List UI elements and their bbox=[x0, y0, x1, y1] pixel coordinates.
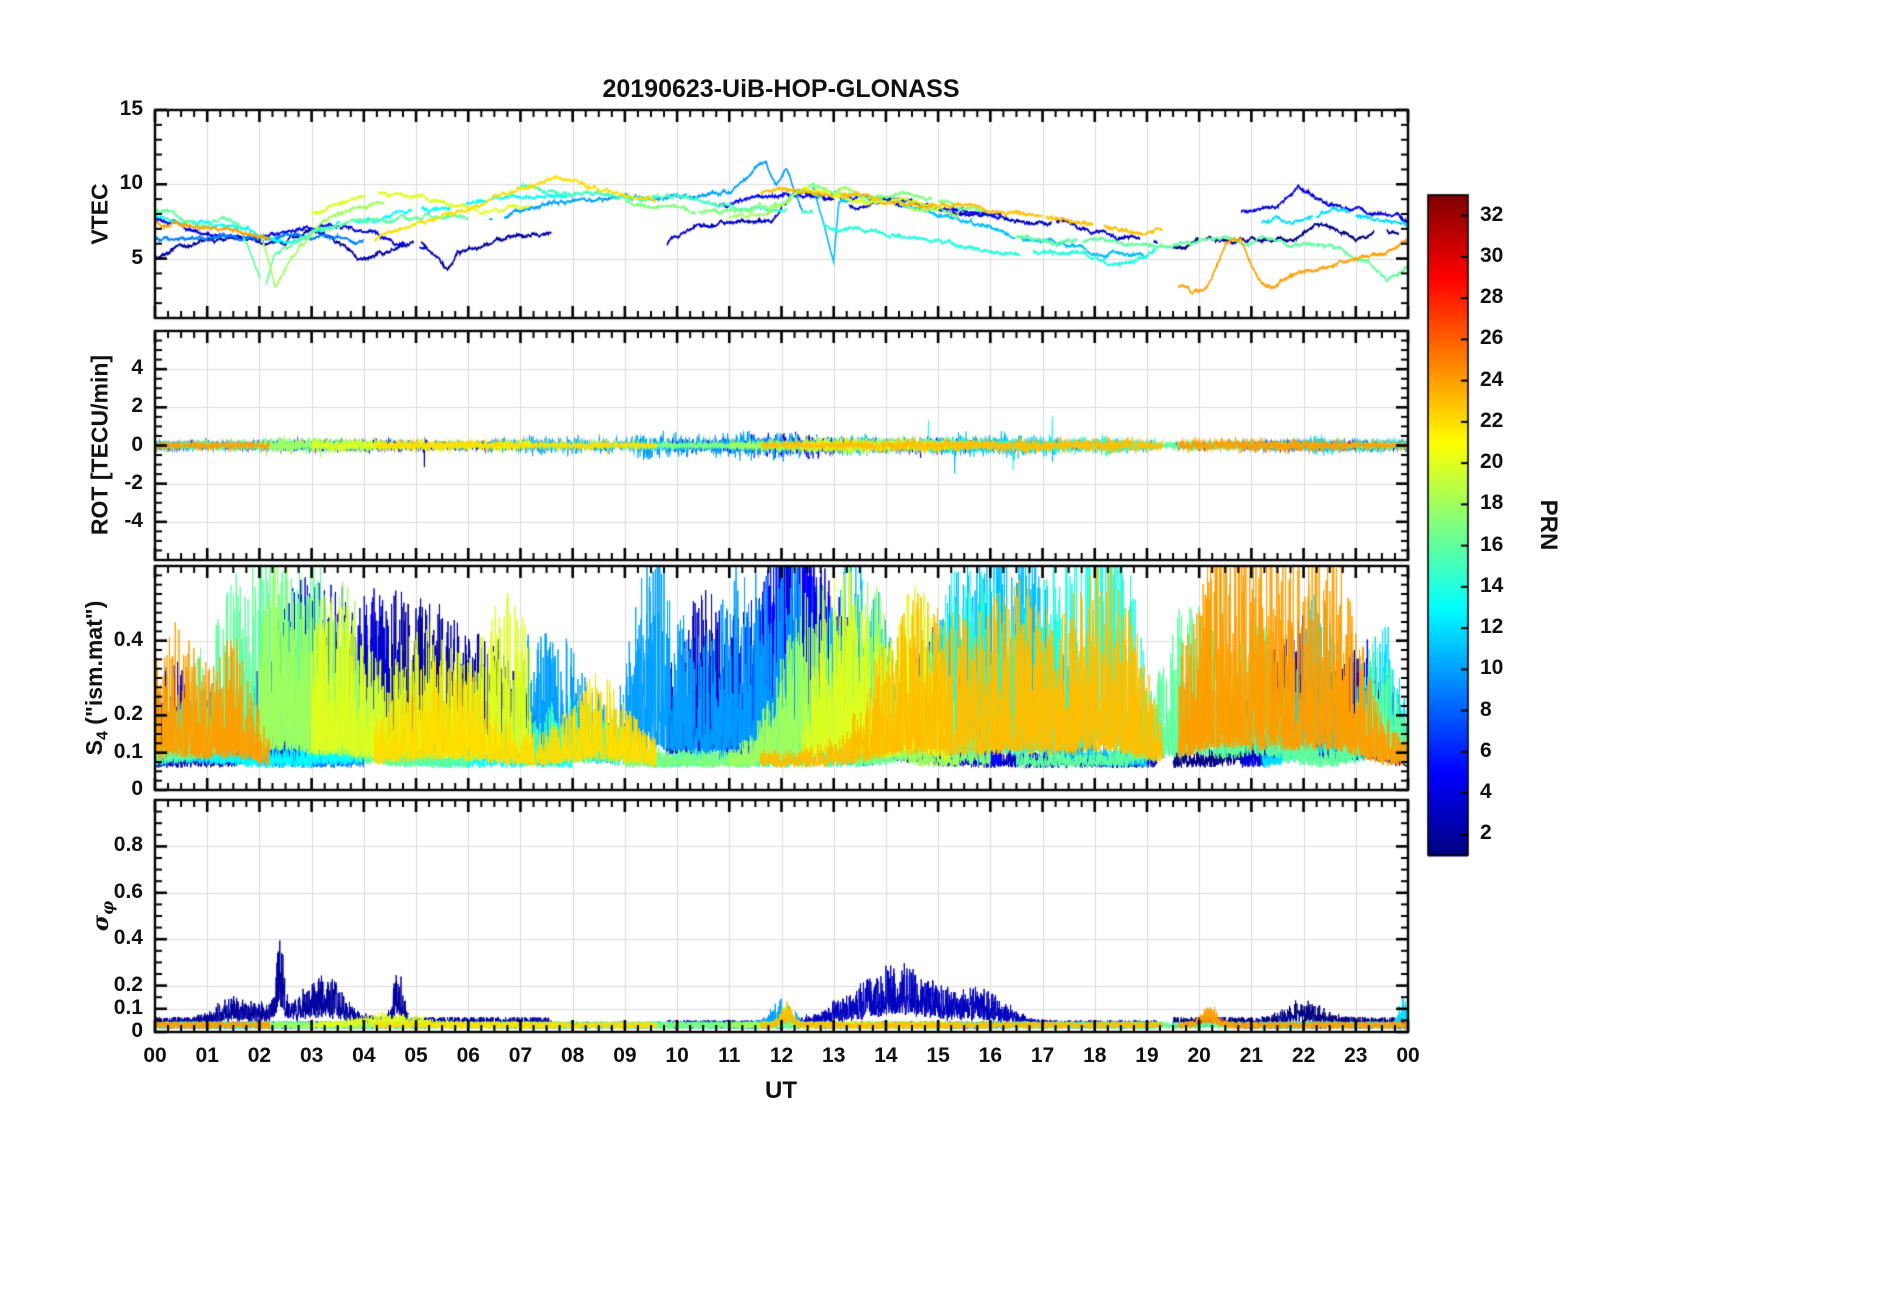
colorbar-tick-label: 8 bbox=[1480, 697, 1492, 721]
y-tick-label: 0.4 bbox=[113, 627, 143, 651]
colorbar-tick-label: 24 bbox=[1480, 367, 1504, 391]
x-tick-label: 01 bbox=[195, 1044, 219, 1067]
colorbar-tick-label: 32 bbox=[1480, 202, 1504, 226]
y-tick-label: 0.8 bbox=[113, 833, 143, 857]
chart-title: 20190623-UiB-HOP-GLONASS bbox=[602, 75, 960, 103]
colorbar-label: PRN bbox=[1535, 499, 1563, 551]
colorbar-tick-label: 4 bbox=[1480, 780, 1492, 804]
colorbar-tick-label: 28 bbox=[1480, 285, 1504, 309]
x-tick-label: 20 bbox=[1187, 1044, 1211, 1067]
y-tick-label: 4 bbox=[131, 356, 143, 380]
ylabel-s4: S4 ("ism.mat") bbox=[80, 600, 112, 756]
x-axis-label: UT bbox=[765, 1077, 797, 1104]
x-tick-label: 03 bbox=[299, 1044, 324, 1067]
x-tick-label: 15 bbox=[926, 1044, 950, 1067]
y-tick-label: 0.2 bbox=[113, 702, 143, 726]
y-tick-label: 0.6 bbox=[113, 879, 143, 903]
colorbar-tick-label: 20 bbox=[1480, 450, 1504, 474]
colorbar-tick-label: 14 bbox=[1480, 573, 1504, 597]
y-tick-label: 15 bbox=[119, 97, 143, 120]
x-tick-label: 07 bbox=[508, 1044, 533, 1067]
x-tick-label: 18 bbox=[1083, 1044, 1107, 1067]
x-tick-label: 17 bbox=[1030, 1044, 1055, 1067]
y-tick-label: 0.1 bbox=[113, 995, 143, 1019]
x-tick-label: 11 bbox=[718, 1044, 741, 1067]
y-tick-label: 0.2 bbox=[113, 972, 143, 996]
colorbar-tick-label: 26 bbox=[1480, 326, 1504, 350]
y-tick-label: 0 bbox=[131, 777, 143, 800]
colorbar-tick-label: 12 bbox=[1480, 615, 1504, 639]
y-tick-label: 0.4 bbox=[113, 926, 143, 950]
colorbar-tick-label: 10 bbox=[1480, 656, 1504, 680]
colorbar-tick-label: 6 bbox=[1480, 738, 1492, 762]
x-tick-label: 04 bbox=[352, 1044, 376, 1067]
x-tick-label: 12 bbox=[769, 1044, 794, 1067]
x-tick-label: 06 bbox=[456, 1044, 480, 1067]
y-tick-label: 0 bbox=[131, 432, 143, 456]
y-tick-label: 2 bbox=[131, 394, 143, 418]
x-tick-label: 10 bbox=[665, 1044, 689, 1067]
x-tick-label: 00 bbox=[143, 1044, 167, 1067]
colorbar-tick-label: 30 bbox=[1480, 243, 1504, 267]
y-tick-label: 0.1 bbox=[113, 739, 143, 763]
y-tick-label: -2 bbox=[124, 470, 143, 494]
y-tick-label: 5 bbox=[131, 245, 143, 269]
x-tick-label: 08 bbox=[560, 1044, 585, 1067]
y-tick-label: -4 bbox=[124, 508, 143, 532]
x-tick-label: 13 bbox=[822, 1044, 846, 1067]
x-tick-label: 22 bbox=[1291, 1044, 1316, 1067]
x-tick-label: 14 bbox=[874, 1044, 898, 1067]
x-tick-label: 05 bbox=[404, 1044, 428, 1067]
y-tick-label: 0 bbox=[131, 1019, 143, 1042]
x-tick-label: 21 bbox=[1239, 1044, 1264, 1067]
colorbar-tick-label: 2 bbox=[1480, 821, 1492, 845]
x-tick-label: 00 bbox=[1396, 1044, 1420, 1067]
x-tick-label: 02 bbox=[247, 1044, 272, 1067]
x-tick-label: 23 bbox=[1344, 1044, 1368, 1067]
colorbar-tick-label: 18 bbox=[1480, 491, 1504, 515]
y-tick-label: 10 bbox=[119, 171, 143, 195]
x-tick-label: 09 bbox=[613, 1044, 637, 1067]
colorbar-tick-label: 22 bbox=[1480, 408, 1504, 432]
x-tick-label: 19 bbox=[1135, 1044, 1159, 1067]
x-tick-label: 16 bbox=[978, 1044, 1002, 1067]
colorbar-tick-label: 16 bbox=[1480, 532, 1504, 556]
